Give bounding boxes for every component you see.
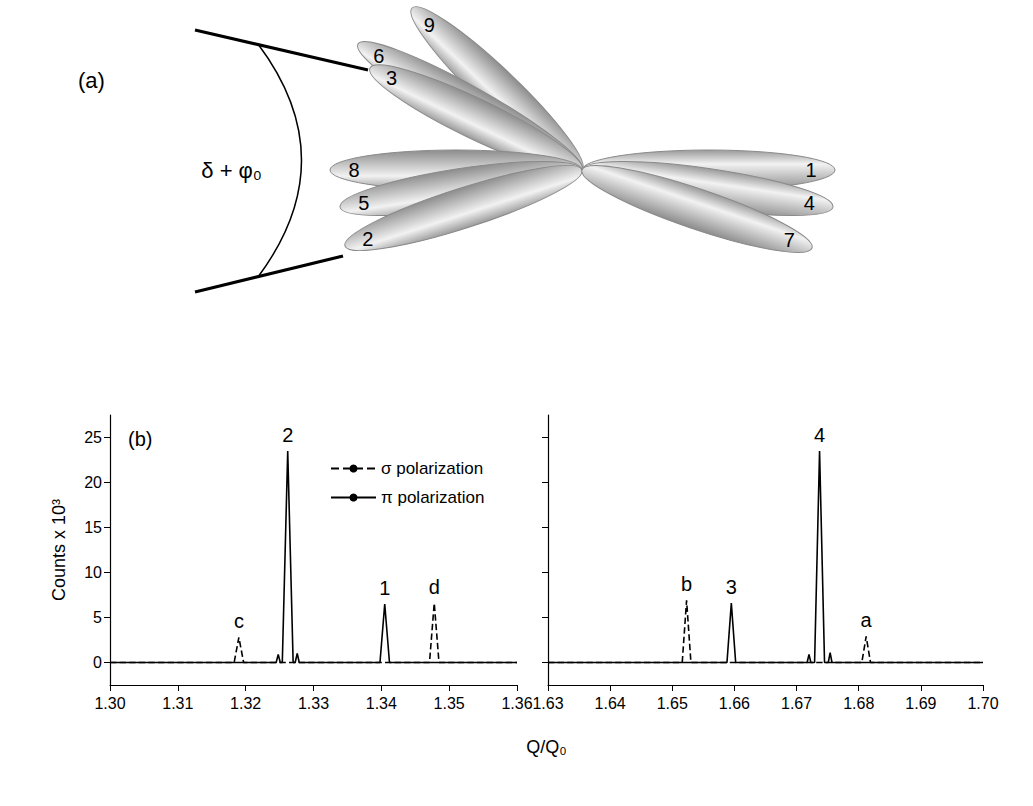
- svg-text:6: 6: [373, 45, 384, 67]
- svg-text:1.32: 1.32: [230, 695, 261, 712]
- svg-text:7: 7: [784, 229, 795, 251]
- svg-text:2: 2: [362, 228, 373, 250]
- svg-text:Q/Q₀: Q/Q₀: [526, 737, 566, 757]
- svg-text:20: 20: [84, 474, 102, 491]
- svg-text:5: 5: [358, 192, 369, 214]
- svg-text:1.34: 1.34: [366, 695, 397, 712]
- svg-text:25: 25: [84, 429, 102, 446]
- svg-text:10: 10: [84, 564, 102, 581]
- svg-text:1.68: 1.68: [843, 695, 874, 712]
- svg-text:1.69: 1.69: [905, 695, 936, 712]
- svg-text:1.35: 1.35: [434, 695, 465, 712]
- svg-text:3: 3: [726, 576, 737, 598]
- svg-text:4: 4: [814, 424, 825, 446]
- svg-text:1: 1: [805, 159, 816, 181]
- svg-text:1.36: 1.36: [501, 695, 532, 712]
- svg-text:1.67: 1.67: [781, 695, 812, 712]
- svg-text:1.70: 1.70: [967, 695, 998, 712]
- svg-text:1.31: 1.31: [162, 695, 193, 712]
- svg-text:c: c: [234, 610, 244, 632]
- svg-text:π polarization: π polarization: [381, 488, 484, 507]
- svg-text:8: 8: [348, 159, 359, 181]
- svg-text:2: 2: [282, 424, 293, 446]
- svg-text:(a): (a): [78, 68, 105, 93]
- svg-text:σ polarization: σ polarization: [381, 459, 483, 478]
- svg-text:9: 9: [424, 14, 435, 36]
- svg-text:1.33: 1.33: [298, 695, 329, 712]
- svg-text:(b): (b): [128, 428, 152, 450]
- svg-text:3: 3: [386, 67, 397, 89]
- svg-text:b: b: [681, 573, 692, 595]
- svg-text:1.64: 1.64: [595, 695, 626, 712]
- svg-text:Counts x 10³: Counts x 10³: [49, 499, 69, 601]
- svg-text:1.65: 1.65: [657, 695, 688, 712]
- svg-text:δ + φ₀: δ + φ₀: [201, 158, 262, 183]
- svg-text:1.66: 1.66: [719, 695, 750, 712]
- svg-text:15: 15: [84, 519, 102, 536]
- svg-text:0: 0: [93, 654, 102, 671]
- svg-text:5: 5: [93, 609, 102, 626]
- svg-text:a: a: [861, 609, 873, 631]
- svg-text:4: 4: [804, 192, 815, 214]
- svg-text:1.30: 1.30: [94, 695, 125, 712]
- svg-text:1: 1: [379, 577, 390, 599]
- svg-text:1.63: 1.63: [532, 695, 563, 712]
- svg-text:d: d: [429, 576, 440, 598]
